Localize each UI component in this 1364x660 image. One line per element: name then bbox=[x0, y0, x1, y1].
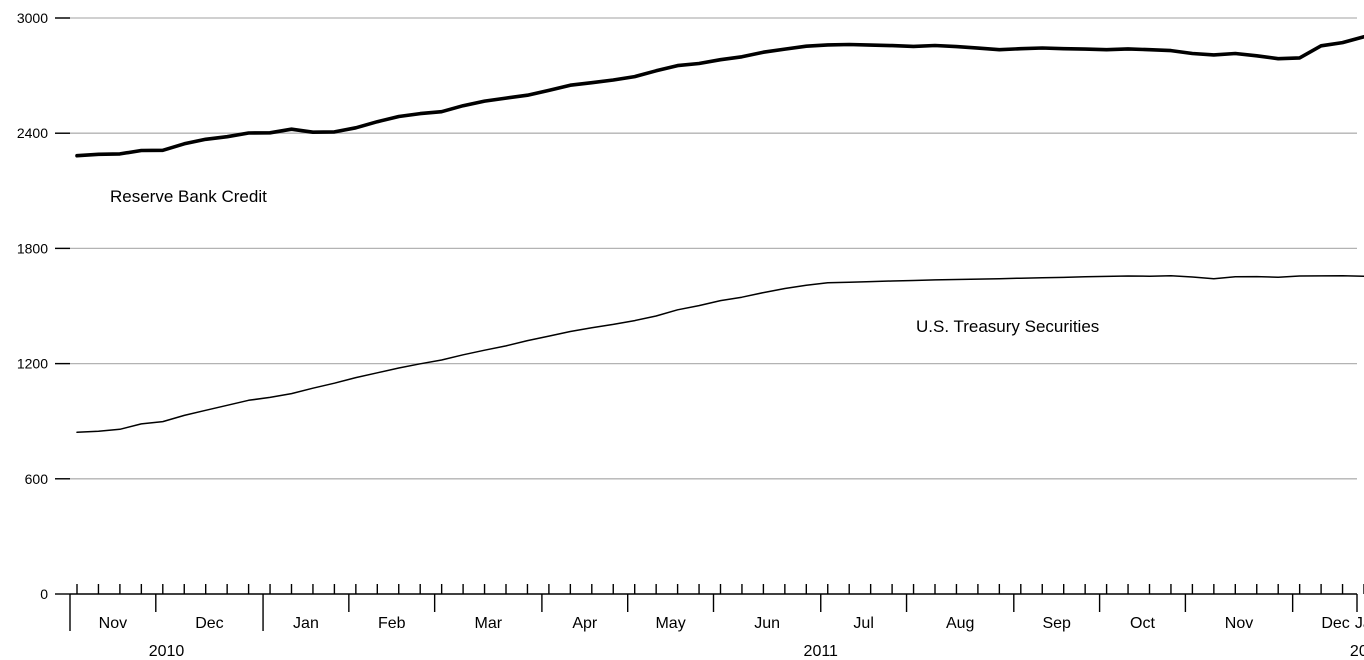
month-label: Jan bbox=[293, 615, 319, 632]
month-label: Feb bbox=[378, 615, 406, 632]
month-label: May bbox=[655, 615, 685, 632]
y-tick-label: 600 bbox=[25, 471, 49, 487]
month-label: Jul bbox=[853, 615, 873, 632]
month-label: Jun bbox=[754, 615, 780, 632]
month-label: Apr bbox=[572, 615, 598, 632]
y-tick-label: 2400 bbox=[17, 125, 48, 141]
month-label: Oct bbox=[1130, 615, 1155, 632]
y-tick-label: 1200 bbox=[17, 356, 48, 372]
year-label: 2012 bbox=[1350, 643, 1364, 660]
series-line-us-treasury-securities bbox=[76, 274, 1364, 434]
gridlines bbox=[55, 17, 1357, 480]
month-label: Aug bbox=[946, 615, 974, 632]
series-label-reserve-bank-credit: Reserve Bank Credit bbox=[110, 187, 267, 206]
series-labels: Reserve Bank Credit U.S. Treasury Securi… bbox=[110, 187, 1099, 336]
month-label: Nov bbox=[1225, 615, 1253, 632]
year-label: 2010 bbox=[149, 643, 185, 660]
series-label-us-treasury-securities: U.S. Treasury Securities bbox=[916, 317, 1099, 336]
series-line-reserve-bank-credit bbox=[75, 34, 1364, 158]
month-label: Mar bbox=[474, 615, 502, 632]
y-tick-label: 0 bbox=[40, 586, 48, 602]
month-label: Dec bbox=[1321, 615, 1349, 632]
month-label: Nov bbox=[99, 615, 127, 632]
month-label: Jan bbox=[1355, 615, 1364, 632]
y-axis: 0 600 1200 1800 2400 3000 bbox=[17, 10, 70, 602]
month-label: Sep bbox=[1042, 615, 1071, 632]
year-label: 2011 bbox=[804, 643, 839, 660]
y-tick-label: 1800 bbox=[17, 240, 48, 256]
series-lines bbox=[75, 34, 1364, 434]
x-axis: Nov Dec Jan Feb Mar Apr May Jun Jul Aug Sep Oct Nov D… bbox=[69, 584, 1364, 660]
month-label: Dec bbox=[195, 615, 223, 632]
y-tick-label: 3000 bbox=[17, 10, 48, 26]
